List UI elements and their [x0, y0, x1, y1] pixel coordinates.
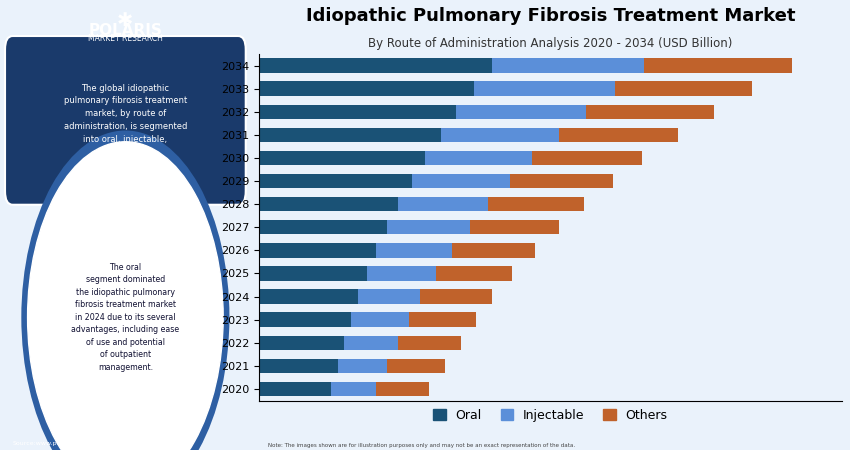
- Bar: [421, 289, 492, 304]
- Circle shape: [21, 130, 230, 450]
- Bar: [259, 197, 398, 211]
- Bar: [259, 266, 366, 281]
- Bar: [259, 289, 358, 304]
- Text: By Route of Administration Analysis 2020 - 2034 (USD Billion): By Route of Administration Analysis 2020…: [368, 37, 733, 50]
- Text: Note: The images shown are for illustration purposes only and may not be an exac: Note: The images shown are for illustrat…: [268, 443, 575, 448]
- Bar: [532, 151, 643, 165]
- Bar: [366, 266, 436, 281]
- Bar: [387, 220, 470, 234]
- Bar: [344, 336, 398, 350]
- Bar: [398, 197, 488, 211]
- Bar: [259, 359, 337, 373]
- Bar: [358, 289, 421, 304]
- Bar: [440, 128, 559, 142]
- Bar: [387, 359, 445, 373]
- Text: MARKET RESEARCH: MARKET RESEARCH: [88, 34, 163, 43]
- Bar: [559, 128, 678, 142]
- Bar: [436, 266, 513, 281]
- Bar: [259, 151, 425, 165]
- Bar: [615, 81, 752, 96]
- Bar: [425, 151, 532, 165]
- Bar: [470, 220, 559, 234]
- Circle shape: [27, 142, 224, 450]
- Text: POLARIS: POLARIS: [88, 22, 162, 38]
- Bar: [456, 104, 586, 119]
- Bar: [337, 359, 387, 373]
- Bar: [644, 58, 792, 73]
- Bar: [488, 197, 584, 211]
- Bar: [331, 382, 376, 396]
- Bar: [452, 243, 535, 257]
- Text: Source:www.polarismarketresearch.com: Source:www.polarismarketresearch.com: [13, 441, 139, 446]
- Text: The global idiopathic
pulmonary fibrosis treatment
market, by route of
administr: The global idiopathic pulmonary fibrosis…: [64, 84, 187, 157]
- Bar: [398, 336, 461, 350]
- Bar: [411, 174, 510, 188]
- Text: Idiopathic Pulmonary Fibrosis Treatment Market: Idiopathic Pulmonary Fibrosis Treatment …: [306, 7, 795, 25]
- Bar: [474, 81, 615, 96]
- Bar: [259, 128, 440, 142]
- Bar: [259, 58, 492, 73]
- Bar: [259, 81, 474, 96]
- Bar: [410, 312, 477, 327]
- Bar: [351, 312, 410, 327]
- Bar: [510, 174, 613, 188]
- Bar: [259, 336, 344, 350]
- Bar: [376, 382, 429, 396]
- FancyBboxPatch shape: [5, 36, 246, 205]
- Bar: [259, 174, 411, 188]
- Bar: [259, 104, 456, 119]
- Bar: [259, 220, 387, 234]
- Legend: Oral, Injectable, Others: Oral, Injectable, Others: [428, 404, 672, 427]
- Text: The oral
segment dominated
the idiopathic pulmonary
fibrosis treatment market
in: The oral segment dominated the idiopathi…: [71, 263, 179, 372]
- Bar: [259, 243, 376, 257]
- Bar: [376, 243, 452, 257]
- Bar: [492, 58, 644, 73]
- Text: ✱: ✱: [117, 11, 133, 30]
- Bar: [586, 104, 714, 119]
- Bar: [259, 312, 351, 327]
- Bar: [259, 382, 331, 396]
